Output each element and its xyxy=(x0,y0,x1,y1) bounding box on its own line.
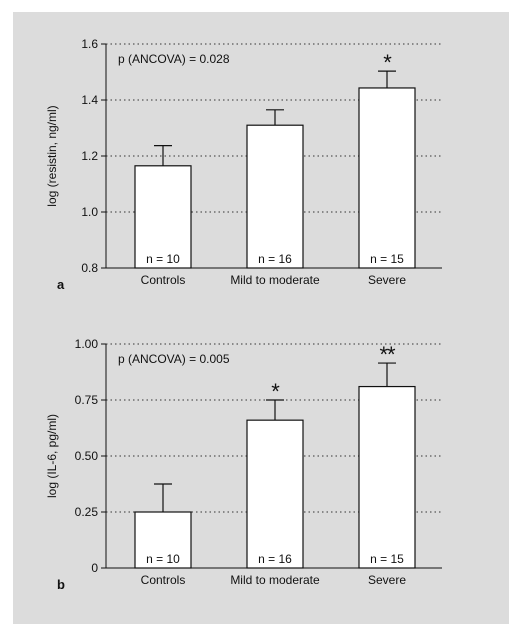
category-label: Severe xyxy=(368,273,406,287)
n-label: n = 10 xyxy=(146,252,180,266)
y-tick-label: 1.0 xyxy=(81,205,98,219)
y-tick-label: 1.6 xyxy=(81,37,98,51)
panel-label: b xyxy=(57,577,65,592)
anova-annotation: p (ANCOVA) = 0.028 xyxy=(118,52,230,66)
y-axis-label: log (resistin, ng/ml) xyxy=(45,105,59,206)
y-tick-label: 0 xyxy=(91,561,98,575)
n-label: n = 10 xyxy=(146,552,180,566)
n-label: n = 15 xyxy=(370,552,404,566)
panel-label: a xyxy=(57,277,65,292)
y-tick-label: 0.8 xyxy=(81,261,98,275)
bar xyxy=(246,124,304,269)
y-tick-label: 0.25 xyxy=(75,505,99,519)
y-tick-label: 1.00 xyxy=(75,337,99,351)
category-label: Severe xyxy=(368,573,406,587)
bar xyxy=(134,165,192,269)
significance-mark: ** xyxy=(379,342,396,367)
bar xyxy=(358,87,416,269)
category-label: Controls xyxy=(141,573,186,587)
bar xyxy=(246,419,304,569)
n-label: n = 16 xyxy=(258,552,292,566)
category-label: Mild to moderate xyxy=(230,273,320,287)
bar xyxy=(134,511,192,569)
category-label: Mild to moderate xyxy=(230,573,320,587)
n-label: n = 15 xyxy=(370,252,404,266)
anova-annotation: p (ANCOVA) = 0.005 xyxy=(118,352,230,366)
y-tick-label: 1.2 xyxy=(81,149,98,163)
category-label: Controls xyxy=(141,273,186,287)
y-tick-label: 0.50 xyxy=(75,449,99,463)
significance-mark: * xyxy=(383,50,392,75)
y-tick-label: 1.4 xyxy=(81,93,98,107)
significance-mark: * xyxy=(271,379,280,404)
bar xyxy=(358,385,416,569)
y-axis-label: log (IL-6, pg/ml) xyxy=(45,414,59,498)
n-label: n = 16 xyxy=(258,252,292,266)
y-tick-label: 0.75 xyxy=(75,393,99,407)
